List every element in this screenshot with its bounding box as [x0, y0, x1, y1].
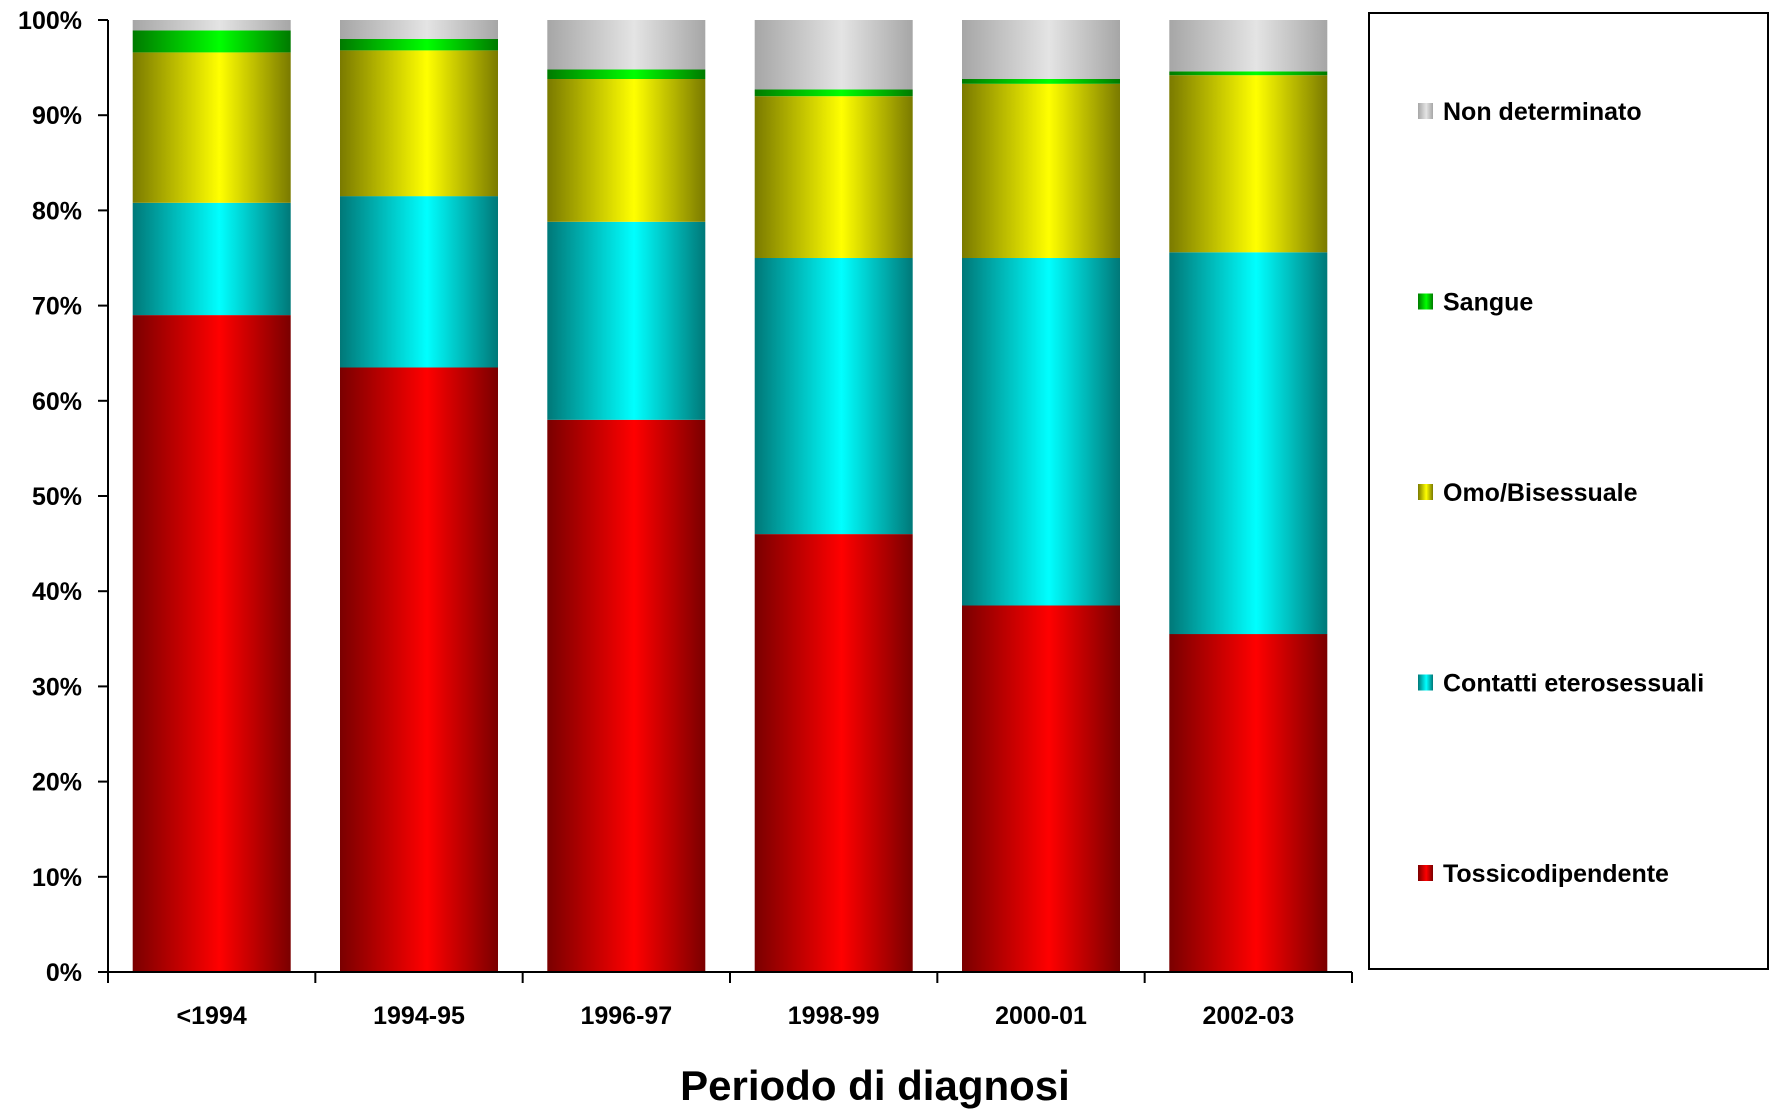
bar-segment-contatti-eterosessuali-2 [547, 221, 706, 420]
bars-layer [132, 20, 1328, 973]
bar-segment-tossicodipendente-4 [962, 605, 1120, 972]
bar-segment-sangue-0 [132, 30, 291, 53]
bar-segment-tossicodipendente-2 [547, 419, 706, 972]
bar-segment-contatti-eterosessuali-5 [1169, 252, 1328, 635]
bar-segment-tossicodipendente-5 [1169, 634, 1328, 972]
legend-swatch-non-determinato [1418, 103, 1433, 119]
legend-label-sangue: Sangue [1443, 289, 1533, 317]
bar-segment-omo-bisessuale-0 [132, 52, 291, 203]
bar-segment-sangue-1 [340, 39, 498, 51]
bar-segment-omo-bisessuale-4 [962, 83, 1120, 258]
bar-segment-non-determinato-3 [754, 20, 913, 90]
legend-label-omo-bisessuale: Omo/Bisessuale [1443, 479, 1638, 507]
y-tick-label: 30% [32, 673, 82, 701]
bar-segment-omo-bisessuale-3 [754, 96, 913, 258]
bar-segment-sangue-4 [962, 79, 1120, 84]
bar-segment-contatti-eterosessuali-1 [340, 196, 498, 368]
bar-segment-omo-bisessuale-2 [547, 79, 706, 222]
legend-box [1368, 12, 1769, 970]
legend-label-contatti-eterosessuali: Contatti eterosessuali [1443, 670, 1704, 698]
bar-segment-non-determinato-2 [547, 20, 706, 70]
y-tick-label: 50% [32, 483, 82, 511]
x-tick-label: 1998-99 [788, 1002, 880, 1030]
legend-swatch-omo-bisessuale [1418, 484, 1433, 500]
bar-segment-sangue-3 [754, 89, 913, 97]
x-tick-label: 2002-03 [1202, 1002, 1294, 1030]
x-tick-label: <1994 [177, 1002, 247, 1030]
x-tick-label: 1994-95 [373, 1002, 465, 1030]
bar-segment-omo-bisessuale-1 [340, 50, 498, 197]
y-tick-label: 20% [32, 769, 82, 797]
legend-swatch-tossicodipendente [1418, 865, 1433, 881]
y-tick-label: 10% [32, 864, 82, 892]
legend-swatch-contatti-eterosessuali [1418, 674, 1433, 691]
bar-segment-non-determinato-0 [132, 20, 291, 31]
x-tick-label: 2000-01 [995, 1002, 1087, 1030]
bar-segment-sangue-5 [1169, 71, 1328, 76]
bar-segment-tossicodipendente-3 [754, 534, 913, 972]
bar-segment-tossicodipendente-0 [132, 315, 291, 973]
bar-segment-non-determinato-4 [962, 20, 1120, 79]
legend-swatch-sangue [1418, 293, 1433, 310]
y-tick-label: 40% [32, 578, 82, 606]
bar-segment-non-determinato-1 [340, 20, 498, 39]
bar-segment-contatti-eterosessuali-4 [962, 258, 1120, 606]
y-tick-label: 100% [18, 7, 82, 35]
bar-segment-contatti-eterosessuali-0 [132, 202, 291, 316]
y-tick-label: 90% [32, 102, 82, 130]
legend-label-non-determinato: Non determinato [1443, 98, 1642, 126]
bar-segment-sangue-2 [547, 69, 706, 79]
x-tick-label: 1996-97 [580, 1002, 672, 1030]
axes-layer: 0% 10% 20% 30% 40% 50% 60% 70% 80% 90% 100% <1994 19… [18, 7, 1353, 1030]
bar-segment-non-determinato-5 [1169, 20, 1328, 72]
bar-segment-contatti-eterosessuali-3 [754, 258, 913, 535]
legend-label-tossicodipendente: Tossicodipendente [1443, 860, 1669, 888]
y-tick-label: 80% [32, 197, 82, 225]
y-tick-label: 70% [32, 293, 82, 321]
bar-segment-omo-bisessuale-5 [1169, 75, 1328, 253]
legend: Non determinato Sangue Omo/Bisessuale Conta… [1368, 12, 1769, 970]
bar-segment-tossicodipendente-1 [340, 367, 498, 972]
y-tick-label: 0% [46, 959, 82, 987]
y-tick-label: 60% [32, 388, 82, 416]
x-axis-title: Periodo di diagnosi [680, 1062, 1070, 1109]
